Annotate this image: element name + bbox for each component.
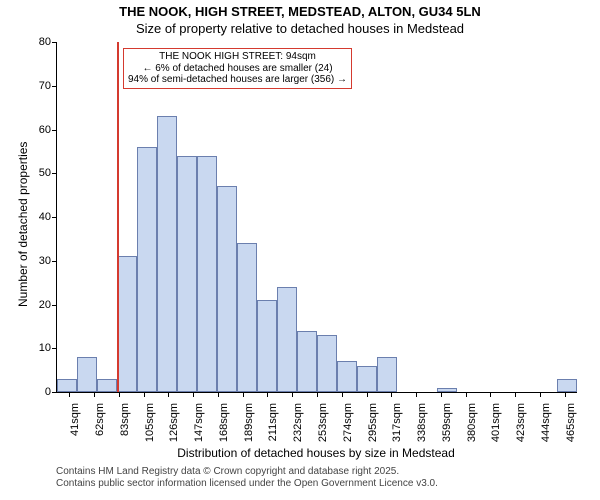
x-tick-label: 62sqm [94, 399, 106, 436]
x-tick-mark [466, 392, 467, 397]
x-tick-mark [94, 392, 95, 397]
x-tick-label: 189sqm [243, 399, 255, 442]
x-tick-mark [367, 392, 368, 397]
x-tick-mark [565, 392, 566, 397]
histogram-bar [557, 379, 577, 392]
y-tick-mark [52, 261, 57, 262]
y-tick-mark [52, 130, 57, 131]
x-tick-label: 380sqm [466, 399, 478, 442]
x-tick-label: 274sqm [342, 399, 354, 442]
x-tick-label: 465sqm [565, 399, 577, 442]
x-tick-mark [490, 392, 491, 397]
histogram-bar [197, 156, 217, 392]
y-tick-mark [52, 348, 57, 349]
x-tick-mark [69, 392, 70, 397]
chart-title: THE NOOK, HIGH STREET, MEDSTEAD, ALTON, … [0, 4, 600, 20]
histogram-bar [217, 186, 237, 392]
x-tick-label: 232sqm [292, 399, 304, 442]
y-tick-mark [52, 173, 57, 174]
histogram-bar [337, 361, 357, 392]
x-tick-label: 168sqm [218, 399, 230, 442]
x-tick-label: 444sqm [540, 399, 552, 442]
histogram-bar [77, 357, 97, 392]
x-tick-label: 338sqm [416, 399, 428, 442]
x-tick-label: 126sqm [168, 399, 180, 442]
histogram-bar [117, 256, 137, 392]
histogram-bar [237, 243, 257, 392]
x-tick-mark [342, 392, 343, 397]
x-tick-label: 211sqm [267, 399, 279, 441]
x-tick-mark [317, 392, 318, 397]
subtitle-text: Size of property relative to detached ho… [136, 21, 464, 36]
title-text: THE NOOK, HIGH STREET, MEDSTEAD, ALTON, … [119, 4, 481, 19]
x-tick-mark [292, 392, 293, 397]
y-tick-mark [52, 217, 57, 218]
x-tick-mark [144, 392, 145, 397]
x-tick-mark [416, 392, 417, 397]
x-tick-mark [218, 392, 219, 397]
x-tick-mark [168, 392, 169, 397]
x-tick-label: 147sqm [193, 399, 205, 442]
histogram-bar [257, 300, 277, 392]
x-tick-label: 317sqm [391, 399, 403, 442]
x-tick-mark [193, 392, 194, 397]
histogram-bar [177, 156, 197, 392]
histogram-bar [277, 287, 297, 392]
histogram-bar [377, 357, 397, 392]
x-tick-label: 423sqm [515, 399, 527, 442]
annotation-line-3: 94% of semi-detached houses are larger (… [128, 74, 347, 86]
x-tick-mark [119, 392, 120, 397]
annotation-box: THE NOOK HIGH STREET: 94sqm← 6% of detac… [123, 48, 352, 89]
x-tick-label: 105sqm [144, 399, 156, 442]
histogram-bar [57, 379, 77, 392]
y-axis-label: Number of detached properties [16, 142, 30, 307]
x-tick-mark [243, 392, 244, 397]
footer-line-2: Contains public sector information licen… [56, 478, 438, 490]
y-tick-mark [52, 305, 57, 306]
footer-line-1: Contains HM Land Registry data © Crown c… [56, 466, 438, 478]
reference-line [117, 42, 119, 392]
plot-area: 0102030405060708041sqm62sqm83sqm105sqm12… [56, 42, 577, 393]
x-tick-label: 359sqm [441, 399, 453, 442]
x-tick-label: 401sqm [490, 399, 502, 442]
x-axis-label-text: Distribution of detached houses by size … [177, 446, 455, 460]
histogram-bar [137, 147, 157, 392]
y-axis-label-text: Number of detached properties [16, 142, 30, 307]
annotation-line-2: ← 6% of detached houses are smaller (24) [128, 63, 347, 75]
histogram-bar [317, 335, 337, 392]
x-axis-label: Distribution of detached houses by size … [56, 446, 576, 460]
chart-container: THE NOOK, HIGH STREET, MEDSTEAD, ALTON, … [0, 0, 600, 500]
footer-attribution: Contains HM Land Registry data © Crown c… [56, 466, 438, 490]
histogram-bar [157, 116, 177, 392]
y-tick-mark [52, 42, 57, 43]
chart-subtitle: Size of property relative to detached ho… [0, 21, 600, 37]
x-tick-mark [515, 392, 516, 397]
y-tick-mark [52, 86, 57, 87]
x-tick-label: 83sqm [119, 399, 131, 436]
histogram-bar [297, 331, 317, 392]
histogram-bar [97, 379, 117, 392]
x-tick-label: 41sqm [69, 399, 81, 436]
y-tick-mark [52, 392, 57, 393]
x-tick-mark [267, 392, 268, 397]
x-tick-label: 295sqm [367, 399, 379, 442]
x-tick-mark [441, 392, 442, 397]
x-tick-mark [540, 392, 541, 397]
histogram-bar [357, 366, 377, 392]
annotation-line-1: THE NOOK HIGH STREET: 94sqm [128, 51, 347, 63]
x-tick-mark [391, 392, 392, 397]
x-tick-label: 253sqm [317, 399, 329, 442]
